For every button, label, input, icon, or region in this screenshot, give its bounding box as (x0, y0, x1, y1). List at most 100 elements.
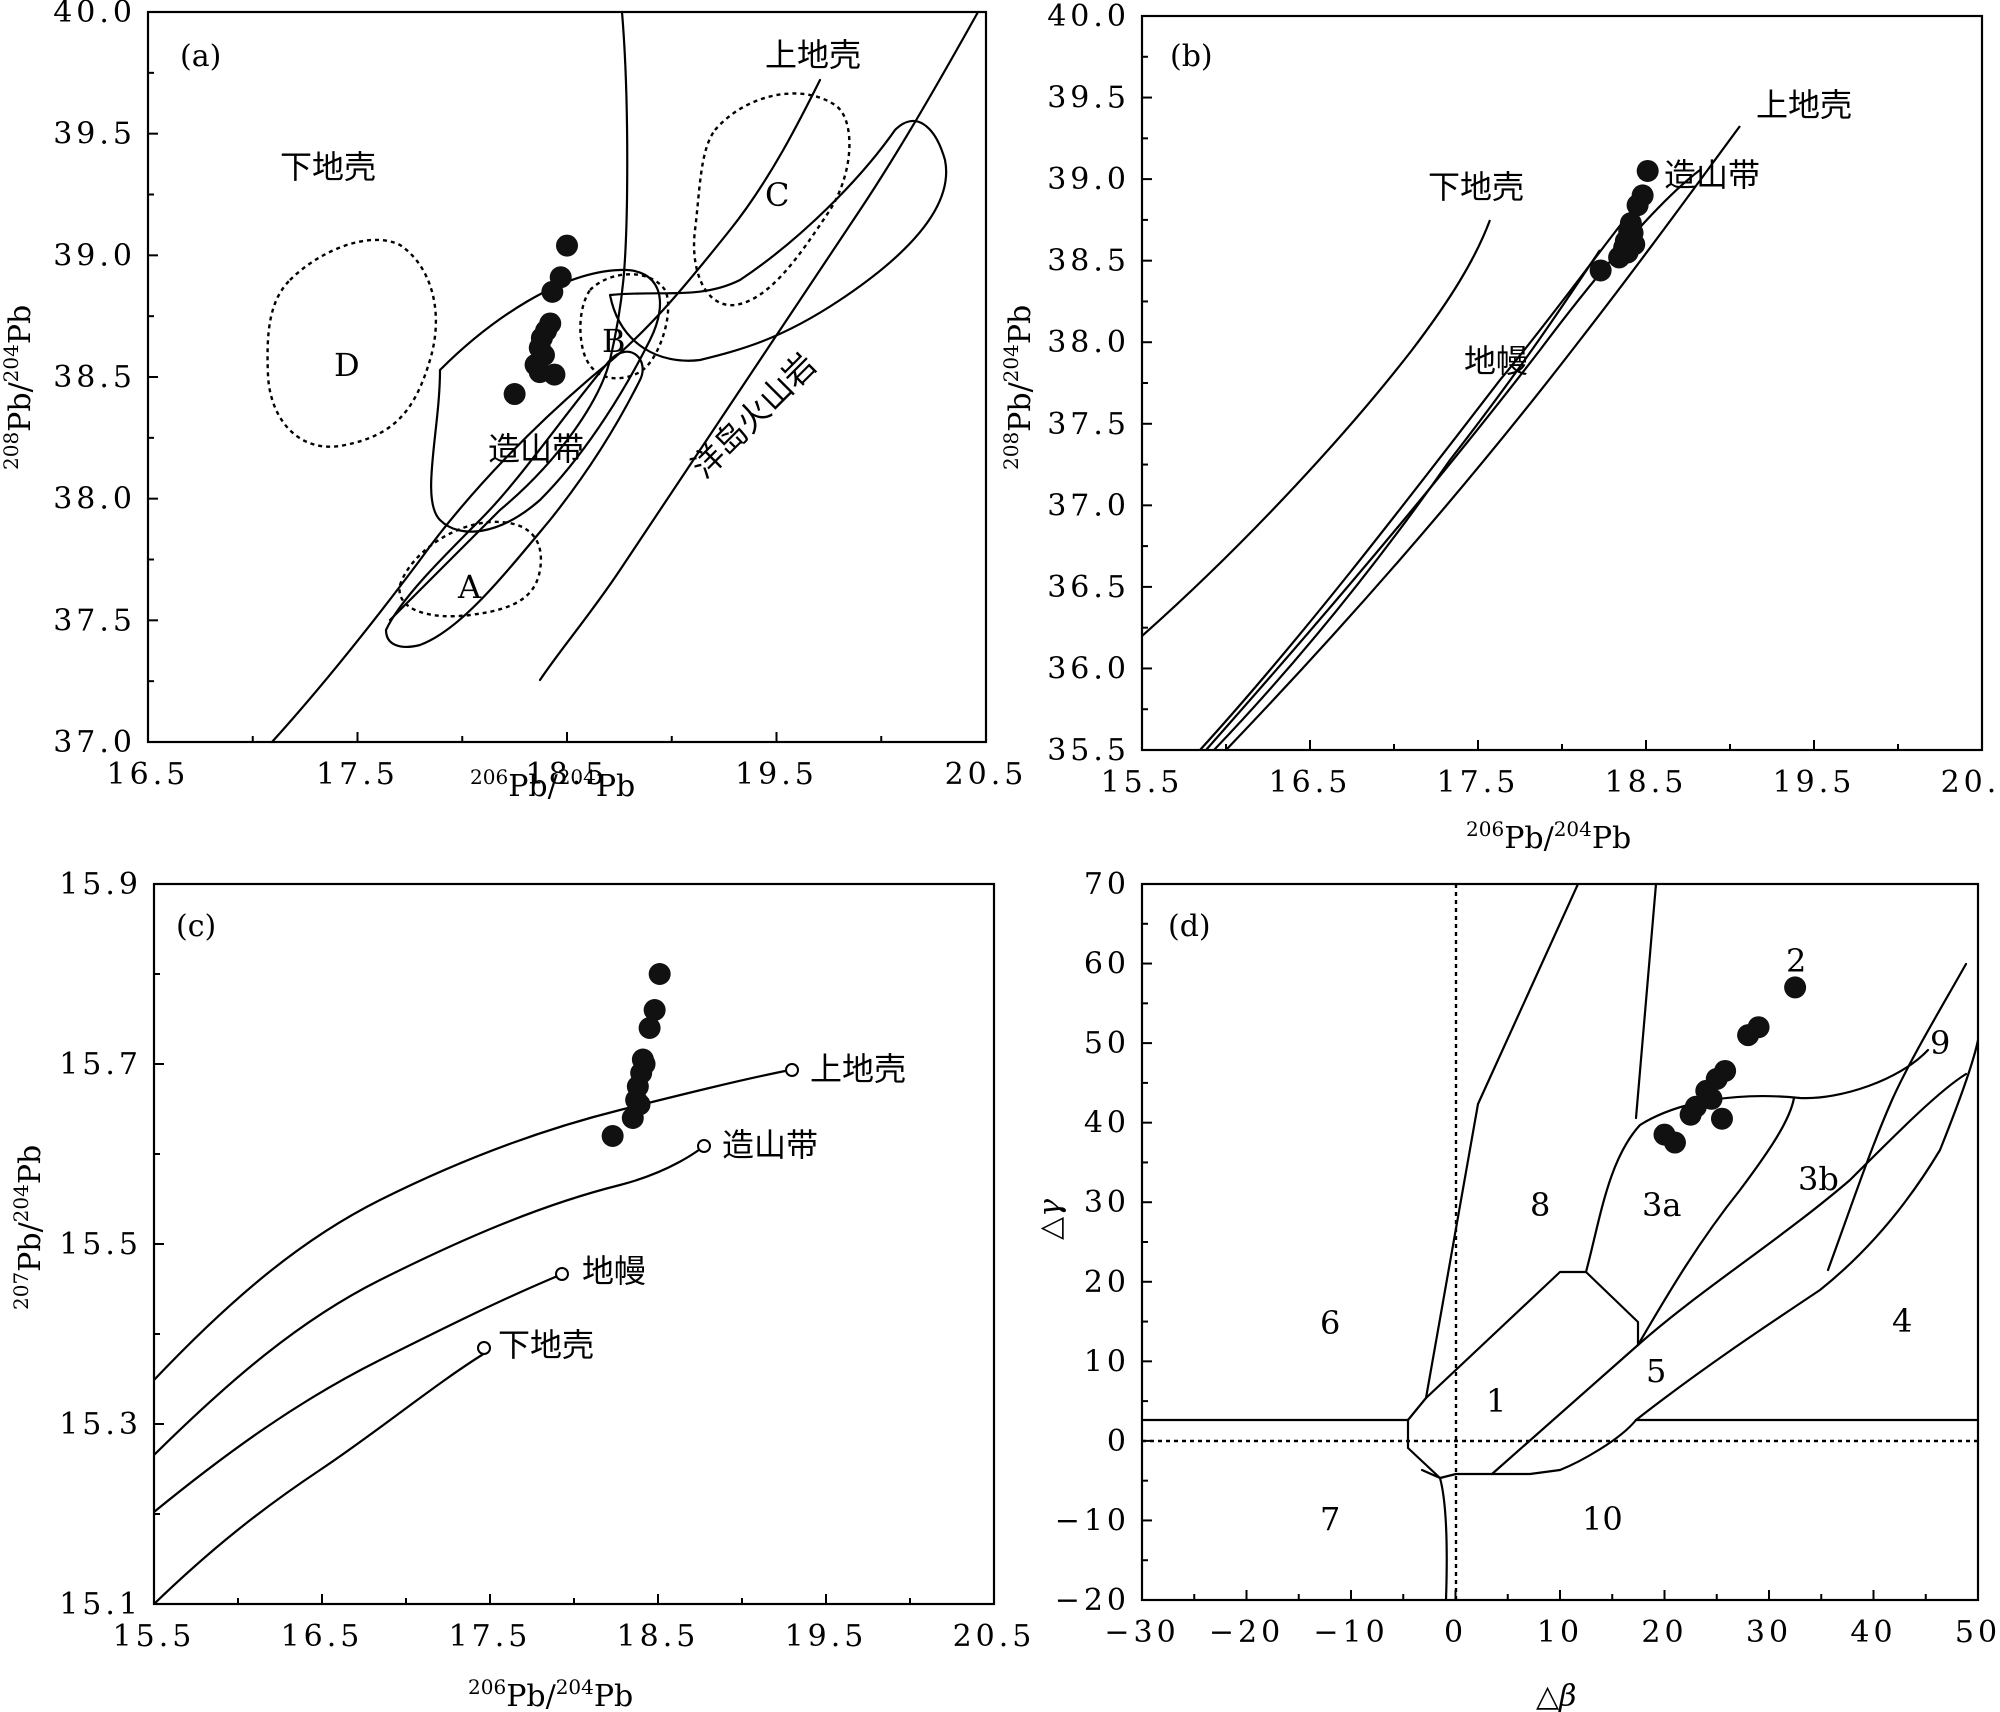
panel-b: 15.5 16.5 17.5 18.5 19.5 20.5 35.5 36.0 36.5 37.… (999, 0, 2000, 856)
panel-d-y-ticks: −20 −10 0 10 20 30 40 50 60 70 (1055, 867, 1152, 1618)
panel-c-data-point (628, 1093, 651, 1116)
panel-c-orogen-curve (153, 1144, 706, 1456)
panel-b-letter: (b) (1170, 39, 1213, 74)
panel-d: −30 −20 −10 0 10 20 30 40 50 −20−100102030405060… (1033, 867, 1997, 1712)
panel-b-y-tick-label: 39.0 (1047, 162, 1130, 197)
panel-a-y-tick-label: 38.0 (53, 482, 136, 517)
panel-b-data-point (1589, 259, 1612, 282)
panel-c-zone-upper-crust: 上地壳 (810, 1050, 906, 1088)
panel-b-orogen-line (1205, 169, 1701, 751)
panel-a-oib-field (608, 119, 948, 362)
panel-a: 16.5 17.5 18.5 19.5 20.5 37.0 37.5 38.0 38.5 39.… (0, 0, 1028, 804)
panel-a-data-point (539, 312, 562, 335)
panel-b-x-tick-label: 18.5 (1605, 765, 1688, 800)
panel-a-y-tick-label: 39.0 (53, 238, 136, 273)
panel-d-x-tick-label: 10 (1537, 1615, 1583, 1650)
panel-b-upper-crust-line (1225, 125, 1741, 751)
panel-c-y-tick-label: 15.5 (59, 1227, 142, 1262)
panel-b-x-tick-label: 16.5 (1269, 765, 1352, 800)
panel-a-data-point (503, 383, 526, 406)
panel-c-y-tick-label: 15.9 (59, 867, 142, 902)
panel-c-y-tick-label: 15.3 (59, 1407, 142, 1442)
panel-c-frame (152, 882, 996, 1606)
panel-a-zone-c: C (765, 176, 789, 214)
panel-d-zone-9: 9 (1930, 1024, 1950, 1062)
panel-d-frame (1140, 882, 1980, 1602)
panel-b-zone-mantle: 地幔 (1464, 342, 1528, 380)
panel-c-x-tick-label: 16.5 (281, 1619, 364, 1654)
panel-a-points (503, 234, 578, 406)
panel-b-y-tick-label: 37.5 (1047, 407, 1130, 442)
panel-c-y-ticks: 15.1 15.3 15.5 15.7 15.9 (59, 867, 164, 1622)
panel-b-x-axis-title: 206Pb/204Pb (1466, 817, 1631, 856)
panel-c-zone-mantle: 地幔 (582, 1252, 646, 1290)
panel-a-zone-orogen: 造山带 (488, 430, 584, 468)
panel-d-letter: (d) (1168, 909, 1211, 944)
panel-c-x-tick-label: 17.5 (449, 1619, 532, 1654)
panel-b-y-tick-label: 36.0 (1047, 651, 1130, 686)
panel-d-x-tick-label: −30 (1104, 1615, 1179, 1650)
panel-b-y-tick-label: 40.0 (1047, 0, 1130, 34)
panel-c-x-ticks: 15.5 16.5 17.5 18.5 19.5 20.5 (113, 1594, 1031, 1654)
panel-b-y-tick-label: 35.5 (1047, 733, 1130, 768)
panel-a-zone-a: A (457, 568, 482, 606)
panel-d-y-tick-label: 60 (1084, 947, 1130, 982)
panel-a-x-tick-label: 20.5 (945, 757, 1028, 792)
panel-d-x-ticks: −30 −20 −10 0 10 20 30 40 50 (1104, 1590, 1997, 1650)
panel-d-line-9 (1826, 962, 1968, 1272)
panel-b-zone-lower-crust: 下地壳 (1428, 168, 1524, 206)
panel-a-y-tick-label: 37.0 (53, 725, 136, 760)
panel-a-boundary-mantle (270, 78, 822, 744)
panel-c-data-point (601, 1125, 624, 1147)
panel-c-mantle-end (555, 1267, 569, 1281)
panel-d-y-axis-title: △γ (1033, 1199, 1068, 1240)
panel-c-x-axis-title: 206Pb/204Pb (468, 1675, 633, 1712)
panel-b-frame (1140, 14, 1984, 752)
panel-b-data-point (1623, 233, 1646, 256)
panel-d-zone-2: 2 (1786, 942, 1806, 980)
panel-c-upper-crust-end (785, 1063, 799, 1077)
panel-a-zone-d: D (334, 346, 360, 384)
panel-c-mantle-curve (153, 1273, 561, 1513)
panel-c-x-tick-label: 15.5 (113, 1619, 196, 1654)
panel-a-zone-upper-crust: 上地壳 (765, 36, 861, 74)
panel-a-x-tick-label: 17.5 (316, 757, 399, 792)
panel-b-mantle-line-2 (1213, 249, 1601, 751)
panel-b-y-tick-label: 38.5 (1047, 244, 1130, 279)
panel-d-zone-3b: 3b (1798, 1160, 1839, 1198)
panel-d-y-tick-label: 50 (1084, 1026, 1130, 1061)
panel-b-zone-orogen: 造山带 (1664, 156, 1760, 194)
panel-d-3a-right (1636, 1096, 1796, 1347)
panel-c-data-point (638, 1017, 661, 1039)
panel-d-line-8-left (1424, 882, 1580, 1400)
panel-c-lower-crust-curve (153, 1349, 491, 1605)
panel-a-data-point (532, 344, 555, 367)
panel-a-x-axis-title: 206Pb/204Pb (470, 765, 635, 804)
panel-a-letter: (a) (180, 39, 221, 74)
panel-d-zone-7: 7 (1320, 1500, 1340, 1538)
panel-c-y-tick-label: 15.1 (59, 1587, 142, 1622)
panel-b-y-tick-label: 38.0 (1047, 325, 1130, 360)
panel-c-data-point (643, 999, 666, 1021)
panel-d-points (1653, 976, 1807, 1154)
panel-d-line-5 (1490, 1072, 1968, 1476)
panel-d-box1-left (1406, 1418, 1442, 1480)
panel-d-y-tick-label: 0 (1107, 1424, 1130, 1459)
panel-d-x-tick-label: 0 (1444, 1615, 1467, 1650)
panel-a-oib-lower (384, 350, 644, 648)
panel-d-x-tick-label: 20 (1641, 1615, 1687, 1650)
panel-d-zone-6: 6 (1320, 1304, 1340, 1342)
panel-b-y-axis-title: 208Pb/204Pb (999, 305, 1038, 470)
panel-a-y-tick-label: 37.5 (53, 603, 136, 638)
panel-d-y-tick-label: −20 (1055, 1583, 1130, 1618)
panel-b-y-tick-label: 37.0 (1047, 488, 1130, 523)
panel-a-x-ticks: 16.5 17.5 18.5 19.5 20.5 (107, 732, 1028, 792)
panel-b-y-tick-label: 39.5 (1047, 81, 1130, 116)
panel-c-x-tick-label: 18.5 (617, 1619, 700, 1654)
panel-d-box1-bottom (1438, 1418, 1638, 1480)
panel-d-data-point (1784, 976, 1807, 999)
panel-c-zone-orogen: 造山带 (722, 1126, 818, 1164)
panel-a-x-tick-label: 18.5 (526, 757, 609, 792)
panel-d-x-tick-label: −10 (1313, 1615, 1388, 1650)
